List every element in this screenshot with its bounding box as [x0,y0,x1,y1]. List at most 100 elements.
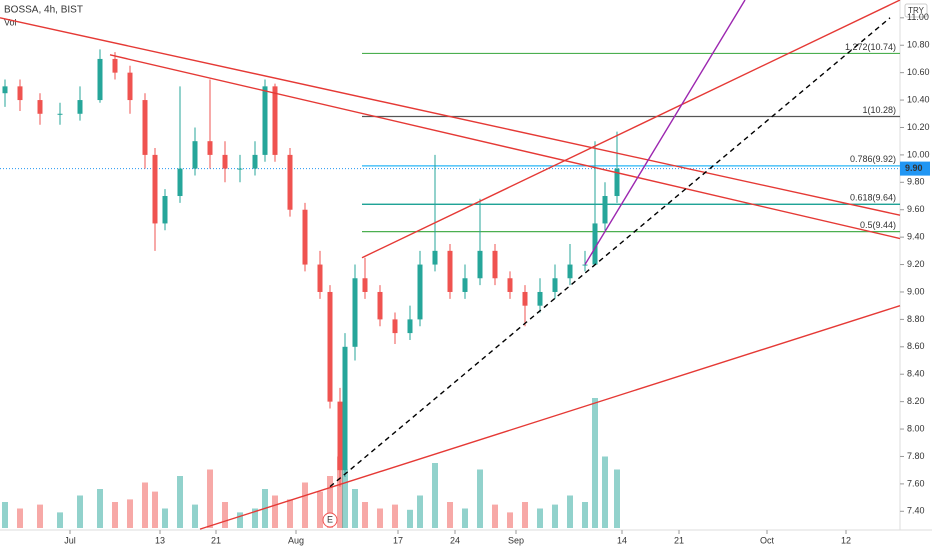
volume-bar [152,491,158,528]
y-tick-label: 9.60 [907,204,925,214]
fib-label: 0.5(9.44) [860,220,896,230]
x-tick-label: Sep [508,535,524,545]
candle-body [252,154,258,169]
y-tick-label: 8.00 [907,423,925,433]
x-tick-label: 24 [450,535,460,545]
volume-bar [447,502,453,528]
y-tick-label: 7.40 [907,506,925,516]
trend-line [0,17,901,216]
candle-body [302,209,308,265]
y-tick-label: 10.40 [907,94,930,104]
candle-body [592,223,598,265]
volume-bar [592,398,598,528]
candle-body [492,250,498,279]
volume-bar [97,489,103,528]
candle-body [222,154,228,169]
candle-body [417,264,423,320]
candle-body [142,100,148,155]
candle-body [262,86,268,155]
candle-body [37,100,43,114]
fib-label: 1(10.28) [862,105,896,115]
volume-bar [432,463,438,528]
volume-bar [207,469,213,528]
volume-bar [327,476,333,528]
trend-line [109,54,901,240]
volume-bar [192,504,198,528]
volume-bar [317,491,323,528]
candle-body [507,278,513,292]
candle-body [337,401,343,471]
volume-bar [582,502,588,528]
chart-title: BOSSA, 4h, BIST [4,5,83,16]
volume-bar [302,482,308,528]
volume-bar [287,499,293,528]
volume-bar [567,495,573,528]
candle-body [407,319,413,334]
y-tick-label: 7.60 [907,478,925,488]
volume-bar [57,512,63,528]
candle-body [127,72,133,101]
y-tick-label: 10.60 [907,67,930,77]
candle-body [17,86,23,101]
x-tick-label: 21 [211,535,221,545]
last-price-label: 9.90 [905,163,923,173]
volume-bar [17,508,23,528]
x-tick-label: Jul [64,535,76,545]
candle-body [77,100,83,114]
candle-body [162,196,168,224]
candle-body [462,278,468,292]
candle-body [287,154,293,210]
x-tick-label: Oct [760,535,775,545]
volume-bar [37,504,43,528]
volume-bar [392,504,398,528]
trend-line [361,0,901,259]
volume-bar [237,512,243,528]
candle-body [432,250,438,265]
fib-label: 0.618(9.64) [850,193,896,203]
candle-body [522,291,528,306]
volume-bar [352,489,358,528]
volume-label: Vol [4,17,17,27]
candle-body [327,291,333,402]
candle-body [272,86,278,155]
candle-body [207,141,213,155]
candle-body [447,250,453,292]
currency: TRY [908,6,925,15]
fib-label: 1.272(10.74) [845,42,896,52]
candle-body [537,291,543,306]
candle-body [152,154,158,224]
volume-bar [552,504,558,528]
volume-bar [507,512,513,528]
x-tick-label: 12 [841,535,851,545]
y-tick-label: 7.80 [907,451,925,461]
event-label: E [327,514,333,524]
trend-line [329,17,891,488]
volume-bar [362,502,368,528]
y-tick-label: 9.00 [907,286,925,296]
volume-bar [537,508,543,528]
y-tick-label: 9.40 [907,232,925,242]
trend-line [584,0,746,265]
candle-body [552,278,558,292]
y-tick-label: 10.00 [907,149,930,159]
trend-line [199,305,901,530]
volume-bar [614,469,620,528]
candle-body [342,346,348,471]
volume-bar [377,508,383,528]
volume-bar [127,499,133,528]
candle-body [477,250,483,279]
volume-bar [272,495,278,528]
x-tick-label: 21 [674,535,684,545]
y-tick-label: 8.40 [907,369,925,379]
fib-label: 0.786(9.92) [850,154,896,164]
candle-body [237,168,243,170]
volume-bar [77,495,83,528]
currency-box[interactable] [904,3,928,18]
candle-body [57,113,63,115]
y-tick-label: 9.20 [907,259,925,269]
y-tick-label: 10.20 [907,122,930,132]
volume-bar [112,502,118,528]
candle-body [177,168,183,197]
volume-bar [602,456,608,528]
